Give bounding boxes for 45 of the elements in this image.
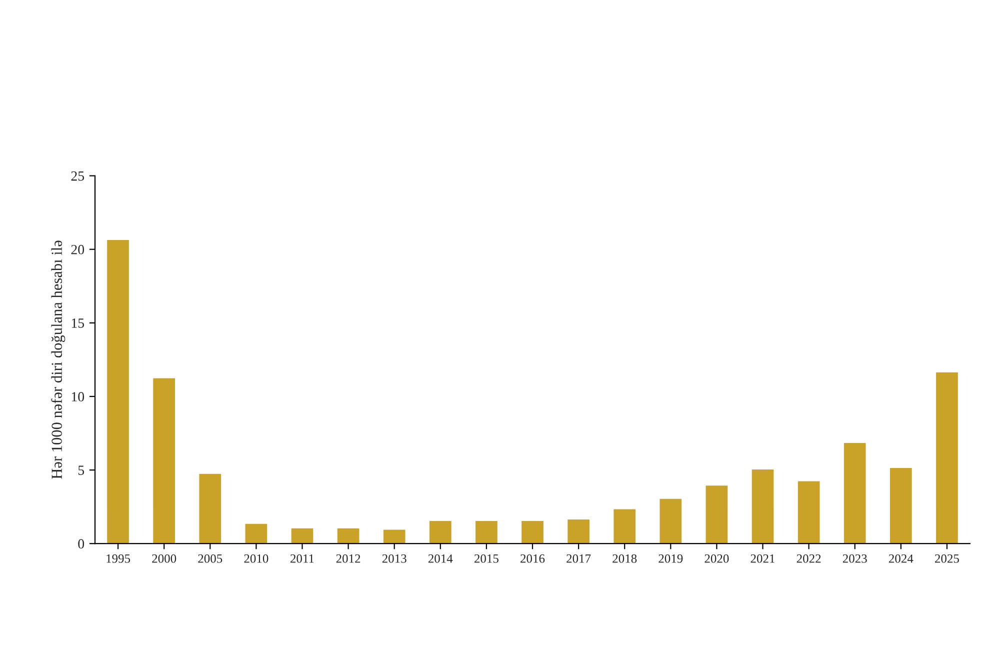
- bar: [337, 528, 360, 544]
- bar: [522, 520, 544, 544]
- bar: [660, 498, 682, 544]
- x-tick-label: 2014: [428, 554, 453, 563]
- x-tick-label: 2012: [336, 554, 360, 563]
- y-axis-title: Hər 1000 nəfər diri doğulana hesabı ilə: [51, 240, 66, 479]
- x-tick-label: 2025: [935, 554, 959, 563]
- y-tick-label: 5: [78, 466, 84, 475]
- x-tick-label: 1995: [106, 554, 130, 563]
- bar: [614, 509, 636, 544]
- bar: [798, 481, 820, 544]
- x-tick-label: 2024: [888, 554, 914, 563]
- y-tick-label: 10: [72, 392, 84, 402]
- x-tick-label: 2021: [750, 554, 775, 563]
- x-tick-label: 2011: [290, 554, 314, 563]
- bar: [568, 519, 590, 544]
- bar: [245, 524, 268, 544]
- x-tick-label: 2020: [704, 554, 729, 563]
- bar: [429, 520, 452, 544]
- bar: [199, 474, 222, 544]
- x-tick-label: 2010: [244, 554, 268, 563]
- bar: [291, 528, 314, 544]
- bar: [383, 530, 406, 544]
- y-tick-label: 20: [71, 244, 84, 254]
- x-tick-label: 2005: [198, 554, 222, 563]
- bar: [752, 469, 774, 544]
- x-tick-label: 2015: [474, 554, 498, 563]
- bar: [890, 468, 912, 544]
- bar: [936, 372, 958, 544]
- y-tick-label: 15: [72, 318, 84, 328]
- bar: [107, 240, 129, 544]
- x-tick-label: 2019: [658, 554, 683, 563]
- bar: [844, 442, 866, 544]
- bar: [153, 378, 175, 544]
- y-tick-label: 0: [78, 539, 84, 549]
- x-tick-label: 2022: [796, 554, 821, 563]
- bar: [476, 520, 498, 544]
- x-tick-label: 2023: [842, 554, 867, 563]
- bar: [706, 486, 728, 544]
- y-tick-label: 25: [71, 171, 84, 181]
- x-tick-label: 2018: [612, 554, 637, 563]
- x-tick-label: 2016: [520, 554, 545, 563]
- x-tick-label: 2013: [382, 554, 406, 563]
- x-tick-label: 2000: [152, 554, 176, 563]
- x-tick-label: 2017: [566, 554, 591, 563]
